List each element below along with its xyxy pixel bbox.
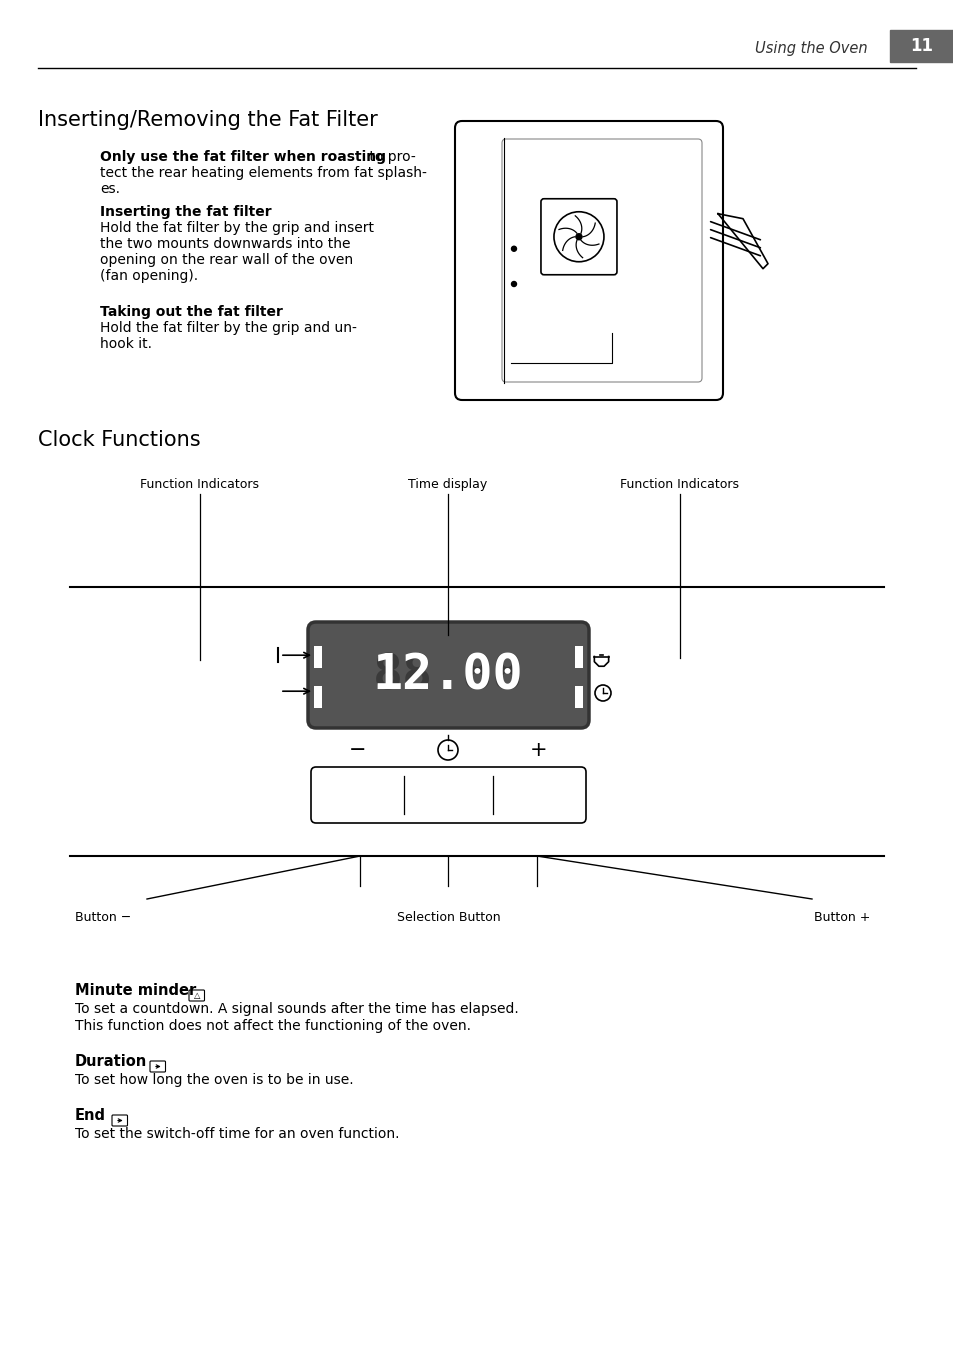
Text: To set how long the oven is to be in use.: To set how long the oven is to be in use… (75, 1073, 354, 1087)
Text: tect the rear heating elements from fat splash-: tect the rear heating elements from fat … (100, 166, 426, 180)
Circle shape (511, 281, 516, 287)
Text: hook it.: hook it. (100, 337, 152, 352)
Circle shape (437, 740, 457, 760)
Text: es.: es. (100, 183, 120, 196)
Text: Inserting the fat filter: Inserting the fat filter (100, 206, 272, 219)
Bar (575, 646, 582, 668)
Text: (fan opening).: (fan opening). (100, 269, 198, 283)
Text: This function does not affect the functioning of the oven.: This function does not affect the functi… (75, 1019, 471, 1033)
Text: to pro-: to pro- (365, 150, 416, 164)
FancyBboxPatch shape (150, 1061, 165, 1072)
Text: To set the switch-off time for an oven function.: To set the switch-off time for an oven f… (75, 1128, 399, 1141)
Bar (314, 646, 322, 668)
Text: Minute minder: Minute minder (75, 983, 196, 998)
Text: −: − (349, 740, 366, 760)
Text: Hold the fat filter by the grip and un-: Hold the fat filter by the grip and un- (100, 320, 356, 335)
Text: Only use the fat filter when roasting: Only use the fat filter when roasting (100, 150, 386, 164)
Text: Function Indicators: Function Indicators (619, 479, 739, 491)
Bar (314, 685, 322, 708)
FancyBboxPatch shape (501, 139, 701, 383)
Text: +: + (530, 740, 547, 760)
FancyBboxPatch shape (112, 1115, 128, 1126)
Text: 88.88: 88.88 (373, 652, 523, 699)
Circle shape (511, 246, 516, 251)
Circle shape (554, 212, 603, 262)
Text: Duration: Duration (75, 1055, 147, 1069)
Circle shape (576, 234, 581, 239)
Text: Button −: Button − (75, 911, 132, 923)
Circle shape (595, 685, 610, 700)
Text: Function Indicators: Function Indicators (140, 479, 259, 491)
FancyBboxPatch shape (189, 990, 204, 1000)
Text: 11: 11 (909, 37, 933, 55)
Text: △: △ (193, 991, 200, 1000)
Text: Selection Button: Selection Button (396, 911, 499, 923)
Text: Clock Functions: Clock Functions (38, 430, 200, 450)
FancyBboxPatch shape (311, 767, 585, 823)
Text: Inserting/Removing the Fat Filter: Inserting/Removing the Fat Filter (38, 110, 377, 130)
Text: Button +: Button + (813, 911, 869, 923)
Text: End: End (75, 1109, 106, 1124)
Text: To set a countdown. A signal sounds after the time has elapsed.: To set a countdown. A signal sounds afte… (75, 1002, 518, 1015)
FancyBboxPatch shape (540, 199, 617, 274)
Text: Time display: Time display (408, 479, 487, 491)
Text: Hold the fat filter by the grip and insert: Hold the fat filter by the grip and inse… (100, 220, 374, 235)
FancyBboxPatch shape (455, 120, 722, 400)
Text: opening on the rear wall of the oven: opening on the rear wall of the oven (100, 253, 353, 266)
Bar (889, 30, 953, 62)
Text: 12.00: 12.00 (373, 652, 523, 699)
Text: the two mounts downwards into the: the two mounts downwards into the (100, 237, 350, 251)
FancyBboxPatch shape (308, 622, 588, 727)
Bar (575, 685, 582, 708)
Text: Taking out the fat filter: Taking out the fat filter (100, 306, 283, 319)
Text: Using the Oven: Using the Oven (754, 41, 866, 55)
